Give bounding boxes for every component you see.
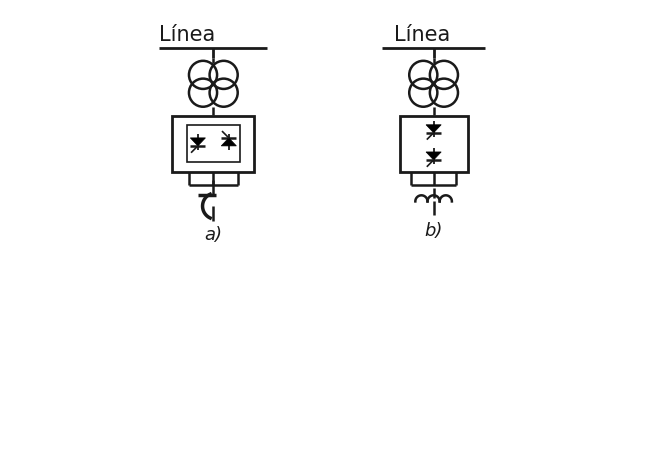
Text: b): b) [424,222,443,240]
Bar [173,117,254,172]
Polygon shape [426,126,441,133]
Bar [187,126,239,163]
Polygon shape [221,139,237,147]
Text: Línea: Línea [394,25,450,45]
Text: Línea: Línea [159,25,215,45]
Bar [400,117,467,172]
Polygon shape [426,153,441,160]
Polygon shape [190,139,206,147]
Text: a): a) [204,226,222,244]
